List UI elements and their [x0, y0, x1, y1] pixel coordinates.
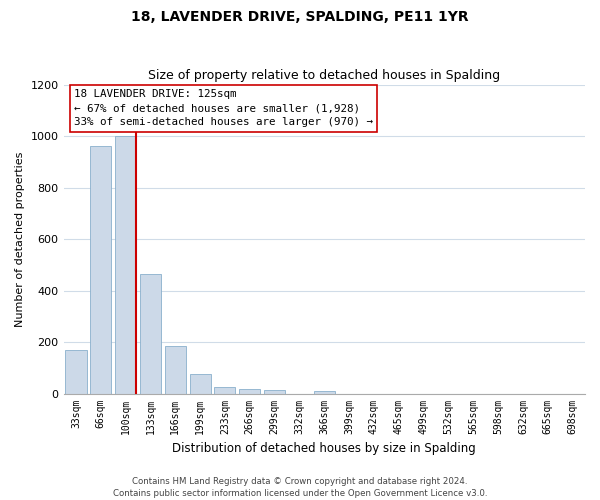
- Text: 18, LAVENDER DRIVE, SPALDING, PE11 1YR: 18, LAVENDER DRIVE, SPALDING, PE11 1YR: [131, 10, 469, 24]
- Bar: [90, 146, 112, 394]
- Text: 18 LAVENDER DRIVE: 125sqm
← 67% of detached houses are smaller (1,928)
33% of se: 18 LAVENDER DRIVE: 125sqm ← 67% of detac…: [74, 89, 373, 127]
- Bar: [165, 346, 186, 394]
- Text: Contains HM Land Registry data © Crown copyright and database right 2024.
Contai: Contains HM Land Registry data © Crown c…: [113, 476, 487, 498]
- X-axis label: Distribution of detached houses by size in Spalding: Distribution of detached houses by size …: [172, 442, 476, 455]
- Bar: [140, 274, 161, 394]
- Bar: [65, 350, 86, 394]
- Y-axis label: Number of detached properties: Number of detached properties: [15, 152, 25, 326]
- Bar: [239, 389, 260, 394]
- Title: Size of property relative to detached houses in Spalding: Size of property relative to detached ho…: [148, 69, 500, 82]
- Bar: [314, 391, 335, 394]
- Bar: [115, 136, 136, 394]
- Bar: [214, 387, 235, 394]
- Bar: [190, 374, 211, 394]
- Bar: [264, 390, 285, 394]
